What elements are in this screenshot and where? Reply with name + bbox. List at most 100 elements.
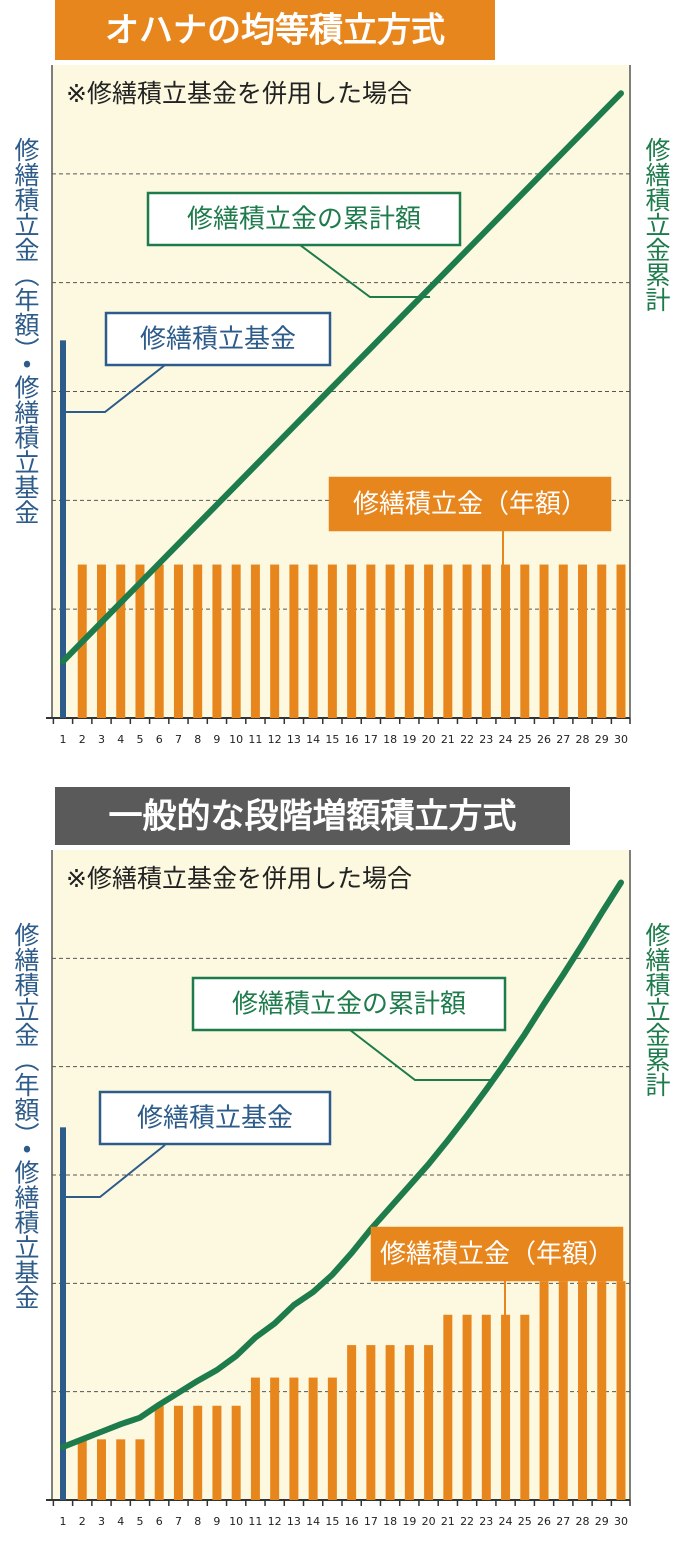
- x-tick-label: 21: [441, 733, 455, 746]
- bar: [250, 564, 260, 718]
- x-tick-label: 19: [402, 1515, 416, 1528]
- bar: [481, 564, 491, 718]
- x-tick-label: 6: [156, 1515, 163, 1528]
- x-tick-label: 8: [194, 733, 201, 746]
- x-tick-label: 14: [306, 733, 320, 746]
- x-tick-label: 27: [556, 1515, 570, 1528]
- leader-line: [299, 244, 430, 298]
- x-tick-label: 30: [614, 1515, 628, 1528]
- x-tick-label: 9: [213, 733, 220, 746]
- x-tick-label: 8: [194, 1515, 201, 1528]
- callout-box: [191, 976, 507, 1032]
- bar: [385, 1345, 395, 1500]
- x-tick-label: 25: [518, 1515, 532, 1528]
- bar: [520, 1314, 530, 1500]
- y-axis-label: 修繕積立金（年額）・修繕積立基金: [11, 922, 40, 1310]
- bar: [289, 564, 299, 718]
- x-tick-label: 24: [499, 733, 513, 746]
- x-tick-label: 22: [460, 1515, 474, 1528]
- bar: [154, 564, 164, 718]
- bar: [154, 1405, 164, 1500]
- x-tick-label: 11: [248, 733, 262, 746]
- y2-axis-label: 修繕積立金累計: [642, 922, 671, 1097]
- x-tick-label: 20: [422, 1515, 436, 1528]
- x-tick-label: 1: [60, 1515, 67, 1528]
- bar: [597, 1281, 607, 1500]
- x-tick-label: 16: [345, 733, 359, 746]
- bar: [347, 1345, 357, 1500]
- bar: [308, 564, 318, 718]
- x-tick-label: 26: [537, 1515, 551, 1528]
- x-tick-label: 12: [268, 733, 282, 746]
- bar: [443, 1314, 453, 1500]
- bar: [616, 1281, 626, 1500]
- bar: [501, 1314, 511, 1500]
- x-tick-label: 27: [556, 733, 570, 746]
- leader-line: [63, 1144, 166, 1198]
- legend-label: 修繕積立金の累計額: [187, 205, 421, 235]
- x-tick-label: 19: [402, 733, 416, 746]
- bar: [270, 1377, 280, 1500]
- x-tick-label: 28: [576, 733, 590, 746]
- bar: [385, 564, 395, 718]
- bar: [327, 564, 337, 718]
- x-tick-label: 4: [117, 1515, 124, 1528]
- bar: [558, 564, 568, 718]
- y-axis-label: 修繕積立金（年額）・修繕積立基金: [11, 137, 40, 525]
- x-tick-label: 20: [422, 733, 436, 746]
- bar: [173, 1405, 183, 1500]
- x-tick-label: 14: [306, 1515, 320, 1528]
- bar: [404, 1345, 414, 1500]
- bar: [597, 564, 607, 718]
- title-box: [55, 787, 570, 845]
- bar: [366, 1345, 376, 1500]
- chart-title: オハナの均等積立方式: [105, 11, 445, 51]
- bar: [443, 564, 453, 718]
- bar: [231, 564, 241, 718]
- x-tick-label: 18: [383, 733, 397, 746]
- x-tick-label: 10: [229, 1515, 243, 1528]
- x-tick-label: 2: [79, 733, 86, 746]
- bar: [366, 564, 376, 718]
- x-tick-label: 16: [345, 1515, 359, 1528]
- bar: [558, 1281, 568, 1500]
- y2-axis-label: 修繕積立金累計: [642, 137, 671, 312]
- bar: [462, 564, 472, 718]
- legend-label: 修繕積立金（年額）: [380, 1240, 614, 1270]
- bar: [77, 1439, 87, 1500]
- x-tick-label: 11: [248, 1515, 262, 1528]
- bar: [539, 1281, 549, 1500]
- x-tick-label: 1: [60, 733, 67, 746]
- x-tick-label: 23: [479, 733, 493, 746]
- bar: [578, 1281, 588, 1500]
- bar: [60, 1127, 66, 1500]
- bar: [193, 1405, 203, 1500]
- bar: [404, 564, 414, 718]
- x-tick-label: 28: [576, 1515, 590, 1528]
- line: [60, 879, 624, 1450]
- bar: [96, 1439, 106, 1500]
- x-tick-label: 13: [287, 733, 301, 746]
- legend-label: 修繕積立金の累計額: [232, 990, 466, 1020]
- bar: [481, 1314, 491, 1500]
- line: [60, 90, 624, 665]
- leader-line: [63, 364, 166, 413]
- bar: [250, 1377, 260, 1500]
- callout-box: [328, 476, 612, 532]
- x-tick-label: 17: [364, 733, 378, 746]
- x-tick-label: 4: [117, 733, 124, 746]
- x-tick-label: 12: [268, 1515, 282, 1528]
- bar: [173, 564, 183, 718]
- note: ※修繕積立基金を併用した場合: [66, 864, 412, 893]
- x-tick-label: 6: [156, 733, 163, 746]
- x-tick-label: 5: [136, 733, 143, 746]
- bar: [212, 564, 222, 718]
- x-tick-label: 22: [460, 733, 474, 746]
- bar: [501, 564, 511, 718]
- bar: [116, 1439, 126, 1500]
- bar: [96, 564, 106, 718]
- bar: [270, 564, 280, 718]
